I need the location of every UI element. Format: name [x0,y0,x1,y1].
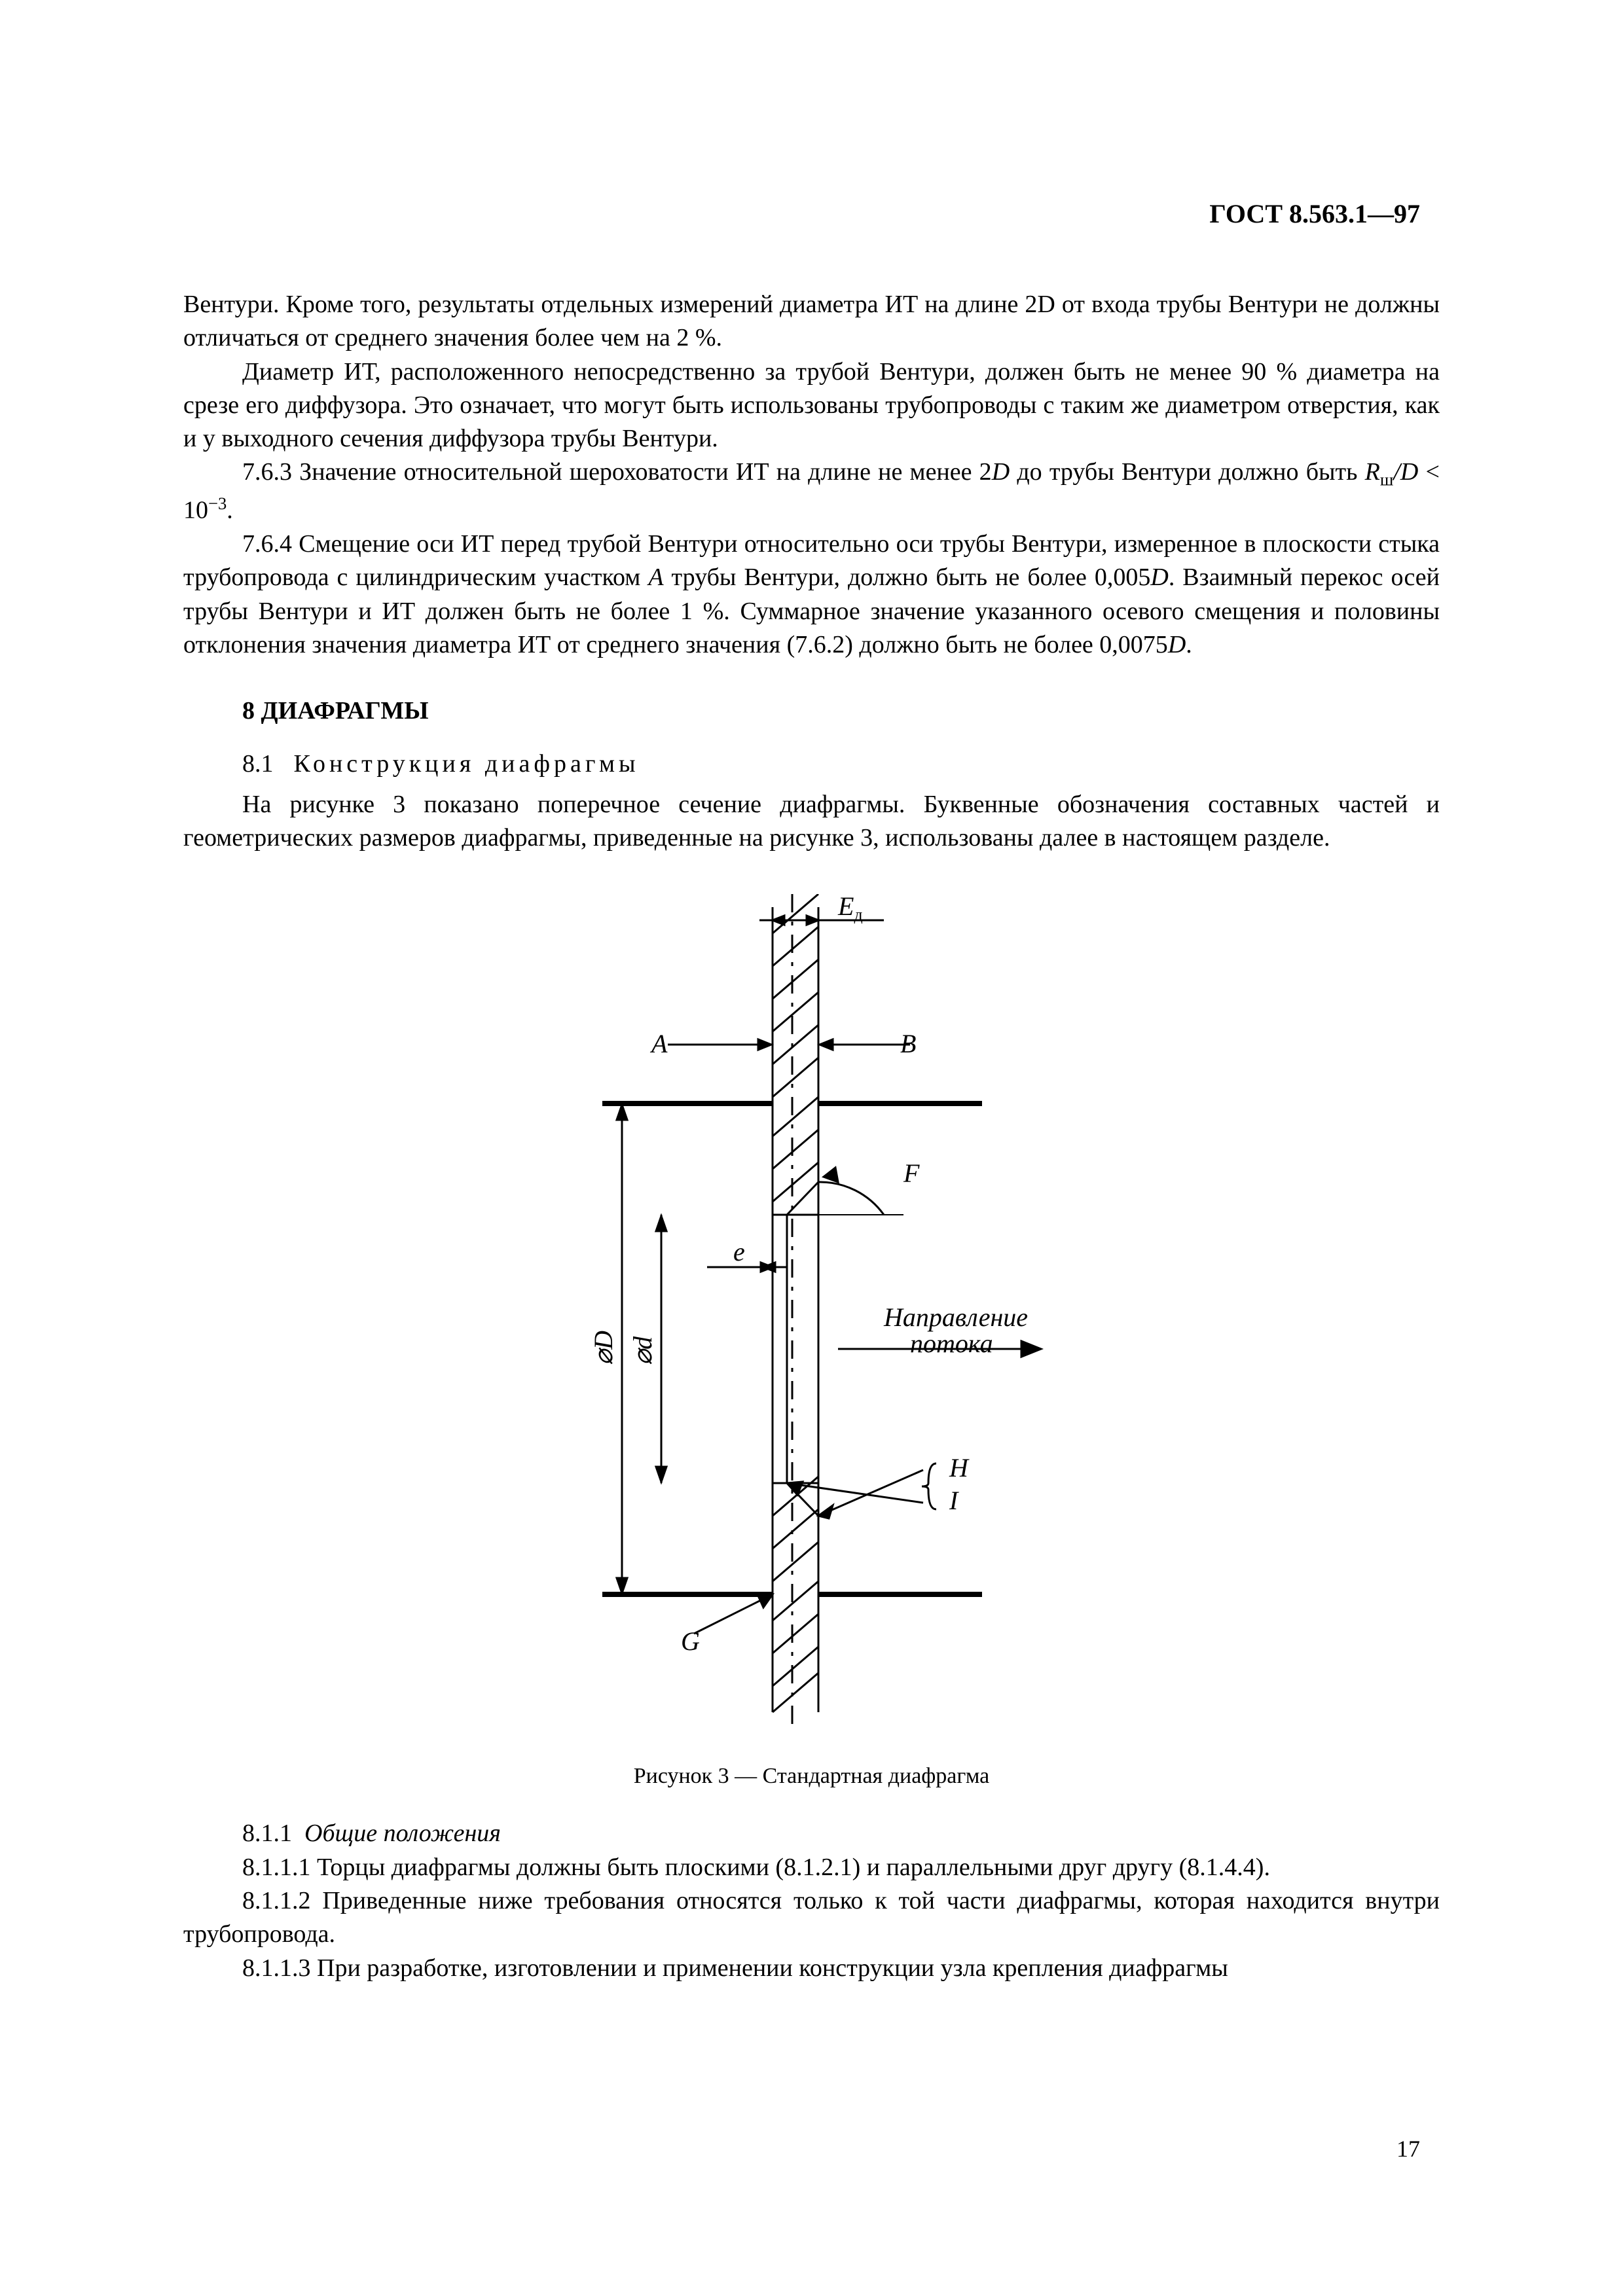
page-number: 17 [1396,2133,1420,2165]
sub81-num: 8.1 [242,750,274,778]
lbl-G: G [681,1626,700,1656]
doc-header: ГОСТ 8.563.1—97 [1209,196,1420,232]
lbl-B: B [900,1029,916,1058]
p763-a: 7.6.3 Значение относительной шероховатос… [242,458,992,486]
section-8-heading: 8 ДИАФРАГМЫ [242,694,1440,728]
figure-3: Eд A B F e Направление потока ⌀D ⌀d H I … [183,894,1440,1791]
lbl-phiD: ⌀D [589,1331,618,1365]
lbl-A: A [649,1029,668,1058]
p763-D: D [992,458,1010,486]
para-8113: 8.1.1.3 При разработке, изготовлении и п… [183,1952,1440,1985]
para81-text: На рисунке 3 показано поперечное сечение… [183,791,1440,852]
p764-D1: D [1150,564,1168,591]
p763-exp: −3 [208,493,227,513]
sub811-title: Общие положения [304,1820,501,1847]
lbl-flow2: потока [910,1329,993,1358]
lbl-E-sub: д [854,905,862,924]
p763-R: R [1365,458,1380,486]
lbl-flow1: Направление [883,1302,1028,1332]
lbl-e: e [733,1237,745,1266]
p764-A: A [648,564,663,591]
p764-end: . [1186,631,1192,658]
para-venturi-2-text: Диаметр ИТ, расположенного непосредствен… [183,358,1440,453]
sub-8-1: 8.1 Конструкция диафрагмы [242,747,1440,781]
p763-slD: /D [1393,458,1418,486]
para-764: 7.6.4 Смещение оси ИТ перед трубой Венту… [183,528,1440,662]
sub81-title: Конструкция диафрагмы [294,750,640,778]
para-81-intro: На рисунке 3 показано поперечное сечение… [183,788,1440,855]
p763-dot: . [227,497,233,524]
figure-3-caption: Рисунок 3 — Стандартная диафрагма [183,1761,1440,1791]
lbl-I: I [949,1486,959,1515]
para-venturi-1-text: Вентури. Кроме того, результаты отдельны… [183,291,1440,351]
sub-8-1-1: 8.1.1 Общие положения [183,1817,1440,1850]
p763-b: до трубы Вентури должно быть [1010,458,1365,486]
para-venturi-2: Диаметр ИТ, расположенного непосредствен… [183,355,1440,456]
lbl-H: H [949,1453,970,1482]
p764-b: трубы Вентури, должно быть не более 0,00… [664,564,1151,591]
lbl-F: F [903,1158,920,1188]
p763-Rsub: ш [1380,470,1393,490]
svg-text:Eд: Eд [837,894,863,924]
p764-D2: D [1168,631,1186,658]
para-8112: 8.1.1.2 Приведенные ниже требования отно… [183,1884,1440,1952]
lbl-phid: ⌀d [628,1336,657,1365]
sub811-num: 8.1.1 [242,1820,292,1847]
para-8111: 8.1.1.1 Торцы диафрагмы должны быть плос… [183,1851,1440,1884]
figure-3-svg: Eд A B F e Направление потока ⌀D ⌀d H I … [517,894,1106,1732]
para-763: 7.6.3 Значение относительной шероховатос… [183,456,1440,527]
lbl-E: E [837,894,854,921]
page: ГОСТ 8.563.1—97 Вентури. Кроме того, рез… [0,0,1623,2296]
para-venturi-1: Вентури. Кроме того, результаты отдельны… [183,288,1440,355]
